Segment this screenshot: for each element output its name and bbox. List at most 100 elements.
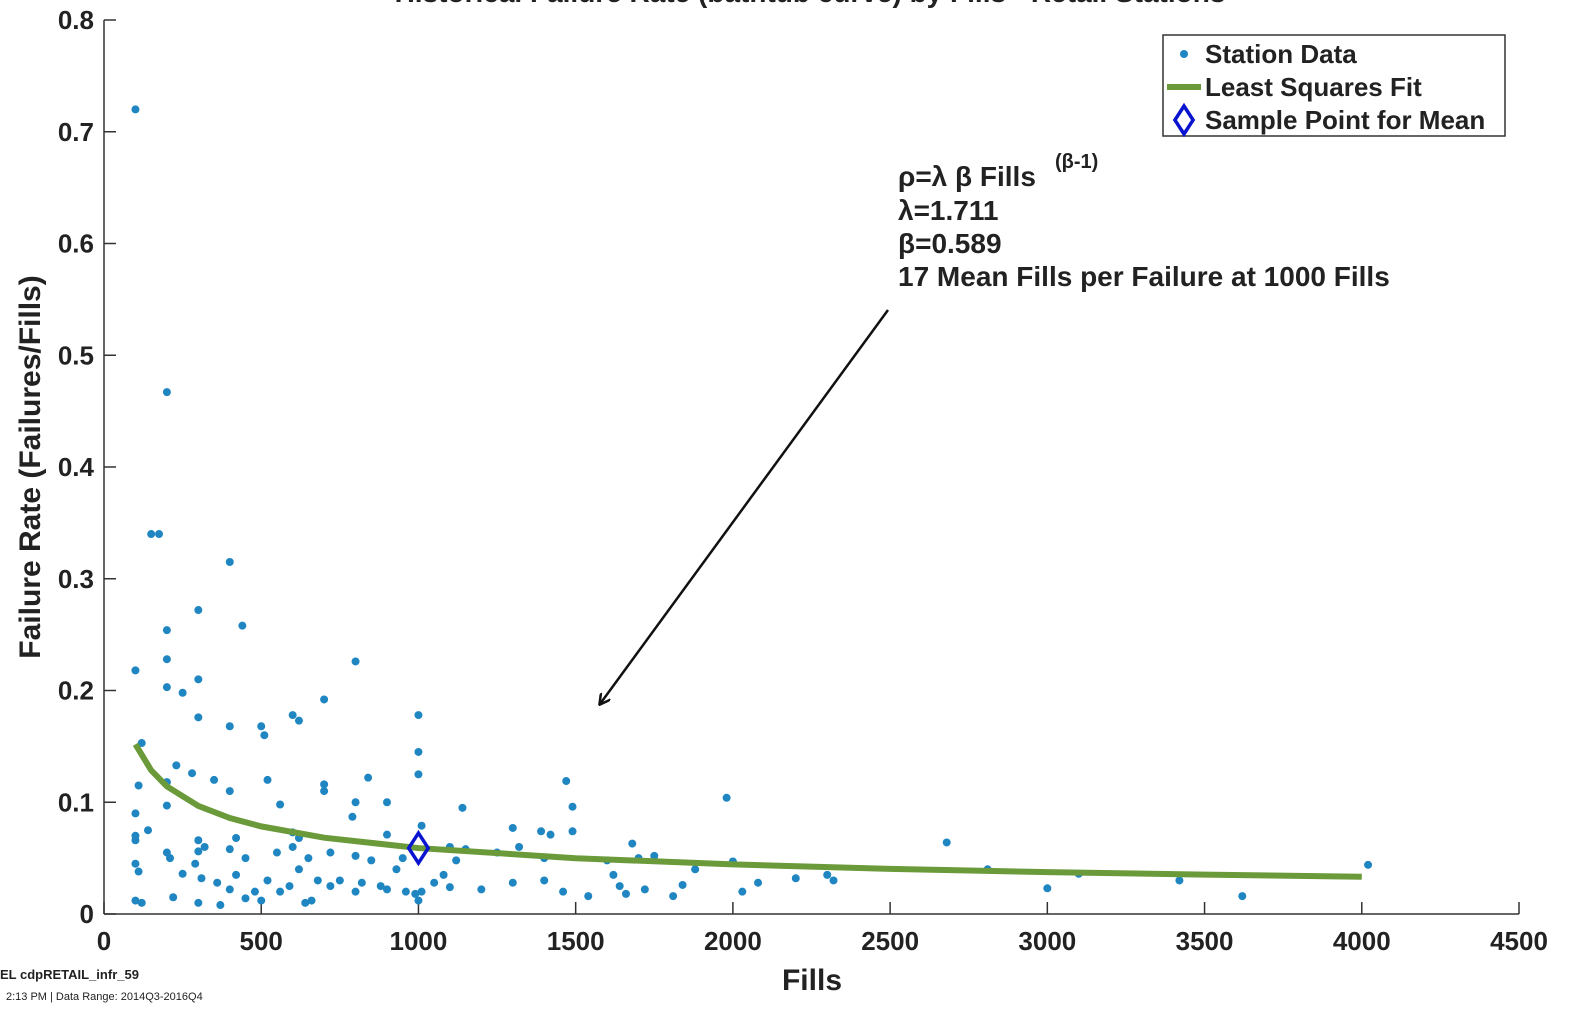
data-point <box>288 842 297 851</box>
x-tick-label: 2000 <box>704 926 762 956</box>
data-point <box>722 793 731 802</box>
data-point <box>515 842 524 851</box>
data-point <box>200 842 209 851</box>
data-point <box>414 896 423 905</box>
data-point <box>131 666 140 675</box>
x-tick-label: 4500 <box>1490 926 1548 956</box>
data-point <box>134 781 143 790</box>
data-point <box>320 780 329 789</box>
data-point <box>169 893 178 902</box>
data-point <box>294 716 303 725</box>
data-point <box>162 388 171 397</box>
data-point <box>621 889 630 898</box>
y-tick-label: 0.7 <box>58 117 94 147</box>
data-point <box>210 775 219 784</box>
data-point <box>313 876 322 885</box>
data-point <box>155 530 164 539</box>
x-tick-label: 4000 <box>1333 926 1391 956</box>
data-point <box>351 851 360 860</box>
data-point <box>398 854 407 863</box>
x-tick-label: 1000 <box>390 926 448 956</box>
data-point <box>477 885 486 894</box>
y-tick-label: 0.5 <box>58 340 94 370</box>
x-tick-label: 500 <box>240 926 283 956</box>
data-point <box>178 688 187 697</box>
footer-text: EL cdpRETAIL_infr_59 <box>0 967 139 982</box>
data-point <box>829 876 838 885</box>
data-point <box>414 770 423 779</box>
data-point <box>257 722 266 731</box>
data-point <box>430 878 439 887</box>
data-point <box>232 870 241 879</box>
data-point <box>131 896 140 905</box>
data-point <box>260 731 269 740</box>
data-point <box>263 876 272 885</box>
data-point <box>628 839 637 848</box>
legend-label: Sample Point for Mean <box>1205 105 1485 135</box>
data-point <box>134 867 143 876</box>
data-point <box>191 859 200 868</box>
data-point <box>738 887 747 896</box>
data-point <box>137 739 146 748</box>
data-point <box>241 894 250 903</box>
data-point <box>162 655 171 664</box>
data-point <box>351 887 360 896</box>
annotation-exponent: (β-1) <box>1055 151 1098 173</box>
data-point <box>351 798 360 807</box>
data-point <box>194 836 203 845</box>
data-point <box>178 869 187 878</box>
data-point <box>320 695 329 704</box>
x-tick-label: 3500 <box>1176 926 1234 956</box>
data-point <box>188 769 197 778</box>
data-point <box>1364 860 1373 869</box>
annotation-formula: ρ=λ β Fills <box>898 161 1036 192</box>
data-point <box>225 885 234 894</box>
data-point <box>166 854 175 863</box>
sample-point <box>406 829 431 867</box>
data-point <box>383 798 391 807</box>
data-point <box>131 105 140 114</box>
data-point <box>383 885 391 894</box>
data-point <box>791 874 800 883</box>
data-point <box>568 802 577 811</box>
data-point <box>411 889 420 898</box>
data-point <box>383 830 391 839</box>
data-point <box>194 898 203 907</box>
data-point <box>131 859 140 868</box>
data-point <box>754 878 763 887</box>
legend-label: Least Squares Fit <box>1205 72 1422 102</box>
y-tick-label: 0.6 <box>58 229 94 259</box>
data-point <box>335 876 344 885</box>
y-tick-label: 0.1 <box>58 787 94 817</box>
data-point <box>615 882 624 891</box>
x-tick-label: 1500 <box>547 926 605 956</box>
legend-swatch <box>1172 102 1196 138</box>
legend-label: Station Data <box>1205 39 1357 69</box>
x-tick-label: 0 <box>97 926 111 956</box>
data-point <box>326 848 335 857</box>
data-point <box>540 876 549 885</box>
data-point <box>584 892 593 901</box>
data-point <box>257 896 266 905</box>
data-point <box>225 722 234 731</box>
data-point <box>537 827 546 836</box>
y-tick-label: 0 <box>80 899 94 929</box>
data-point <box>225 787 234 796</box>
data-point <box>414 711 423 720</box>
data-point <box>823 870 832 879</box>
data-point <box>172 761 181 770</box>
data-point <box>562 777 571 786</box>
data-point <box>194 847 203 856</box>
data-point <box>131 809 140 818</box>
data-point <box>414 747 423 756</box>
footer-text: 2:13 PM | Data Range: 2014Q3-2016Q4 <box>6 991 203 1003</box>
data-point <box>307 896 316 905</box>
data-point <box>162 801 171 810</box>
data-point <box>445 883 454 892</box>
data-point <box>1175 876 1184 885</box>
annotation-line: λ=1.711 <box>898 195 998 226</box>
data-point <box>439 870 448 879</box>
data-point <box>452 856 461 865</box>
data-point <box>194 713 203 722</box>
